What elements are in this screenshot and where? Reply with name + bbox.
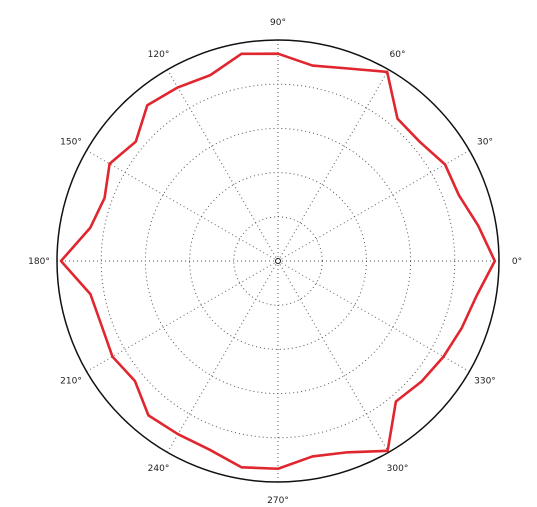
grid-spoke bbox=[86, 260, 279, 372]
angle-tick-label: 270° bbox=[267, 496, 289, 506]
grid-spoke bbox=[277, 260, 389, 453]
series-layer bbox=[59, 52, 497, 471]
angle-tick-label: 120° bbox=[148, 50, 170, 60]
grid-layer bbox=[56, 39, 500, 483]
tick-label-layer: 0° 30° 60° 90° 120° 150° 180° 210° 240° 270° 300° 3… bbox=[28, 18, 522, 506]
outer-circle bbox=[56, 39, 500, 483]
grid-spoke bbox=[86, 150, 279, 262]
angle-tick-label: 300° bbox=[387, 464, 409, 474]
grid-spoke bbox=[277, 260, 470, 372]
center-marker bbox=[275, 258, 281, 264]
angle-tick-label: 330° bbox=[474, 377, 496, 387]
angle-tick-label: 0° bbox=[512, 257, 522, 267]
angle-tick-label: 150° bbox=[60, 138, 82, 148]
angle-tick-label: 180° bbox=[28, 257, 50, 267]
grid-spoke bbox=[167, 69, 279, 262]
angle-tick-label: 210° bbox=[60, 377, 82, 387]
angle-tick-label: 60° bbox=[390, 50, 406, 60]
grid-spoke bbox=[277, 150, 470, 262]
angle-tick-label: 90° bbox=[270, 18, 286, 28]
grid-spoke bbox=[277, 69, 389, 262]
angle-tick-label: 30° bbox=[477, 138, 493, 148]
angle-tick-label: 240° bbox=[148, 464, 170, 474]
grid-spoke bbox=[167, 260, 279, 453]
